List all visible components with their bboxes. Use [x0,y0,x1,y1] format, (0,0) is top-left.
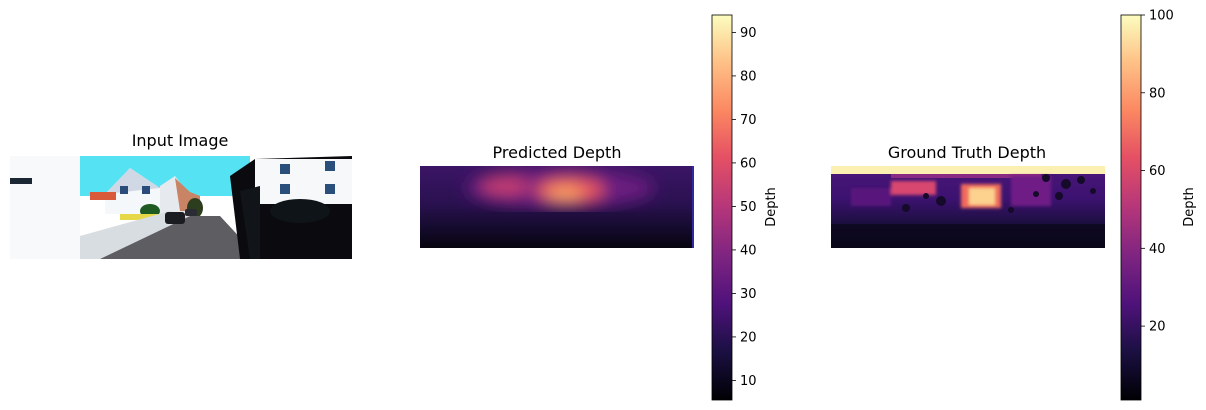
predicted-depth-map [420,166,694,248]
road [100,216,260,259]
input-image [10,156,352,259]
colorbar-tick-label: 20 [740,330,757,345]
colorbar-tick-label: 80 [1149,86,1166,101]
colorbar-tick-label: 80 [740,69,757,84]
ground-truth-depth-map [831,166,1105,248]
predicted-colorbar-label: Depth [764,187,779,227]
colorbar-tick-label: 60 [1149,164,1166,179]
colorbar-tick-label: 40 [1149,242,1166,257]
colorbar-tick-label: 100 [1149,9,1174,24]
left-wall [10,156,80,259]
ground-truth-colorbar-label: Depth [1182,187,1197,227]
predicted-depth-title: Predicted Depth [492,143,622,162]
colorbar-tick-label: 40 [740,243,757,258]
colorbar-tick-label: 50 [740,200,757,215]
colorbar-tick-label: 90 [740,26,757,41]
input-image-title: Input Image [131,131,229,150]
colorbar-tick-label: 20 [1149,320,1166,335]
colorbar-tick-label: 10 [740,374,757,389]
colorbar-tick-label: 70 [740,113,757,128]
colorbar-tick-label: 60 [740,156,757,171]
colorbar-tick-label: 30 [740,287,757,302]
ground-truth-depth-title: Ground Truth Depth [887,143,1047,162]
